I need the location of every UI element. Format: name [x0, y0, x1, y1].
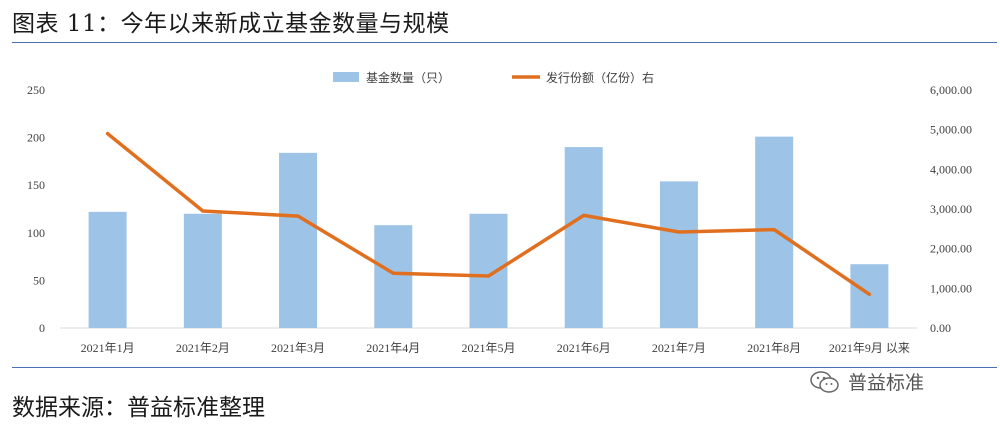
line-series [105, 131, 872, 297]
left-tick-label: 200 [27, 131, 45, 145]
category-label: 2021年7月 [652, 341, 706, 355]
left-tick-label: 100 [27, 226, 45, 240]
category-label: 2021年1月 [81, 341, 135, 355]
right-tick-label: 5,000.00 [930, 123, 972, 137]
line-point [677, 230, 681, 234]
left-axis: 0 50 100 150 200 250 [27, 83, 45, 335]
category-label: 2021年2月 [176, 341, 230, 355]
top-rule [12, 42, 997, 43]
bar [659, 181, 698, 328]
bar [374, 225, 413, 328]
right-tick-label: 4,000.00 [930, 162, 972, 176]
line-point [296, 214, 300, 218]
right-tick-label: 1,000.00 [930, 281, 972, 295]
bar [755, 136, 794, 328]
right-tick-label: 0.00 [930, 321, 951, 335]
wechat-icon [810, 370, 839, 393]
category-label: 2021年6月 [557, 341, 611, 355]
category-label: 2021年3月 [271, 341, 325, 355]
legend-bar-label: 基金数量（只） [366, 70, 450, 85]
right-tick-label: 2,000.00 [930, 242, 972, 256]
line-point [582, 213, 586, 217]
category-label: 2021年5月 [461, 341, 515, 355]
line-point [201, 209, 205, 213]
watermark: 普益标准 [810, 368, 924, 395]
bottom-rule [12, 367, 997, 368]
line-point [487, 274, 490, 278]
watermark-text: 普益标准 [848, 372, 925, 394]
left-tick-label: 150 [27, 178, 45, 192]
bar [88, 211, 127, 328]
legend: 基金数量（只） 发行份额（亿份）右 [333, 70, 654, 85]
bar [564, 147, 603, 328]
source-note: 数据来源：普益标准整理 [12, 395, 265, 421]
left-tick-label: 50 [33, 273, 45, 287]
legend-line-label: 发行份额（亿份）右 [546, 70, 654, 85]
bar [279, 152, 318, 328]
category-label: 2021年4月 [366, 341, 420, 355]
left-tick-label: 250 [27, 83, 45, 97]
line-point [391, 271, 395, 275]
figure-title: 图表 11：今年以来新成立基金数量与规模 [12, 11, 450, 37]
x-axis-labels: 2021年1月 2021年2月 2021年3月 2021年4月 2021年5月 2021年… [81, 341, 910, 355]
bar [183, 213, 222, 328]
left-tick-label: 0 [39, 321, 45, 335]
category-label: 2021年9月 以来 [829, 341, 910, 355]
bar [469, 213, 508, 328]
bar [850, 264, 889, 328]
line-point [772, 228, 776, 232]
chart: 基金数量（只） 发行份额（亿份）右 0 50 100 150 200 250 0.00 1,0… [27, 70, 972, 355]
right-tick-label: 6,000.00 [930, 83, 972, 97]
line-point [867, 292, 871, 296]
line-point [106, 132, 110, 136]
right-tick-label: 3,000.00 [930, 202, 972, 216]
right-axis: 0.00 1,000.00 2,000.00 3,000.00 4,000.00 5,00… [930, 83, 972, 335]
bar-series [88, 136, 889, 328]
legend-bar-swatch [333, 72, 359, 82]
category-label: 2021年8月 [747, 341, 801, 355]
